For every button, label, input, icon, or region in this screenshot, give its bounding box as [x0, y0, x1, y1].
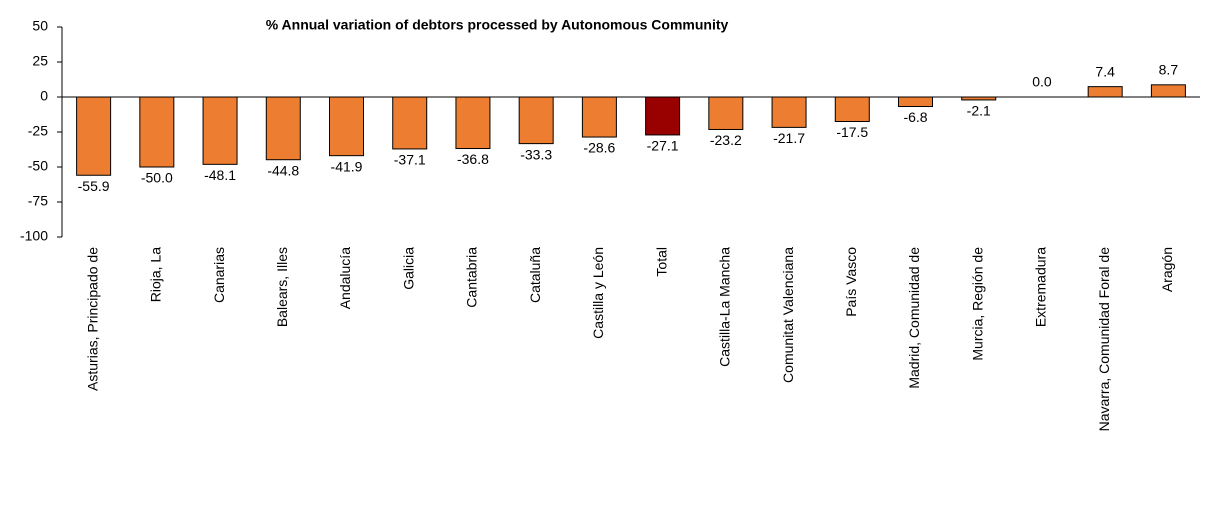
bar — [581, 96, 617, 138]
value-label: 8.7 — [1159, 62, 1179, 78]
y-tick-label: 50 — [32, 18, 48, 34]
bar — [1087, 86, 1123, 98]
x-tick-label: Extremadura — [1033, 247, 1049, 327]
bar — [771, 96, 807, 128]
bar — [898, 96, 933, 108]
bar — [708, 96, 744, 130]
bar — [202, 96, 238, 165]
x-tick-label: Rioja, La — [148, 247, 164, 302]
value-label: -37.1 — [394, 152, 426, 168]
x-tick-label: Andalucía — [337, 247, 353, 309]
value-label: -50.0 — [141, 170, 173, 186]
value-label: 0.0 — [1032, 74, 1052, 90]
x-tick-label: Madrid, Comunidad de — [906, 247, 922, 389]
bar — [455, 96, 491, 150]
y-tick-label: -25 — [28, 123, 48, 139]
x-tick-label: Aragón — [1159, 247, 1175, 292]
bar — [392, 96, 428, 150]
bar — [265, 96, 301, 161]
bar — [834, 96, 870, 122]
value-label: -6.8 — [903, 109, 927, 125]
y-tick-label: -50 — [28, 158, 48, 174]
y-tick-label: -100 — [20, 228, 48, 244]
value-label: -48.1 — [204, 167, 236, 183]
value-label: -41.9 — [331, 158, 363, 174]
x-tick-label: Navarra, Comunidad Foral de — [1096, 247, 1112, 432]
value-label: -27.1 — [647, 138, 679, 154]
bar — [139, 96, 175, 168]
chart-title: % Annual variation of debtors processed … — [266, 17, 729, 33]
x-tick-label: Galicia — [400, 247, 416, 290]
x-tick-label: Cantabria — [464, 247, 480, 308]
x-tick-label: Castilla-La Mancha — [717, 247, 733, 367]
value-label: -33.3 — [520, 146, 552, 162]
value-label: -28.6 — [583, 140, 615, 156]
value-label: -55.9 — [78, 178, 110, 194]
x-tick-label: Castilla y León — [590, 247, 606, 339]
value-label: -17.5 — [836, 124, 868, 140]
x-tick-label: Comunitat Valenciana — [780, 247, 796, 383]
y-tick-label: 25 — [32, 53, 48, 69]
y-tick-label: -75 — [28, 193, 48, 209]
x-tick-label: Cataluña — [527, 247, 543, 303]
bar — [1150, 84, 1186, 98]
value-label: -21.7 — [773, 130, 805, 146]
bar — [329, 96, 364, 157]
x-tick-label: Canarias — [211, 247, 227, 303]
bar — [645, 96, 681, 136]
x-tick-label: Murcia, Región de — [969, 247, 985, 361]
value-label: -2.1 — [967, 103, 991, 119]
x-tick-label: País Vasco — [843, 247, 859, 317]
y-tick-label: 0 — [40, 88, 48, 104]
bar — [518, 96, 554, 145]
value-label: -44.8 — [267, 162, 299, 178]
x-tick-label: Total — [653, 247, 669, 277]
bar — [76, 96, 112, 176]
value-label: -23.2 — [710, 132, 742, 148]
value-label: 7.4 — [1095, 63, 1115, 79]
x-tick-label: Balears, Illes — [274, 247, 290, 327]
value-label: -36.8 — [457, 151, 489, 167]
x-tick-label: Asturias, Principado de — [84, 247, 100, 391]
